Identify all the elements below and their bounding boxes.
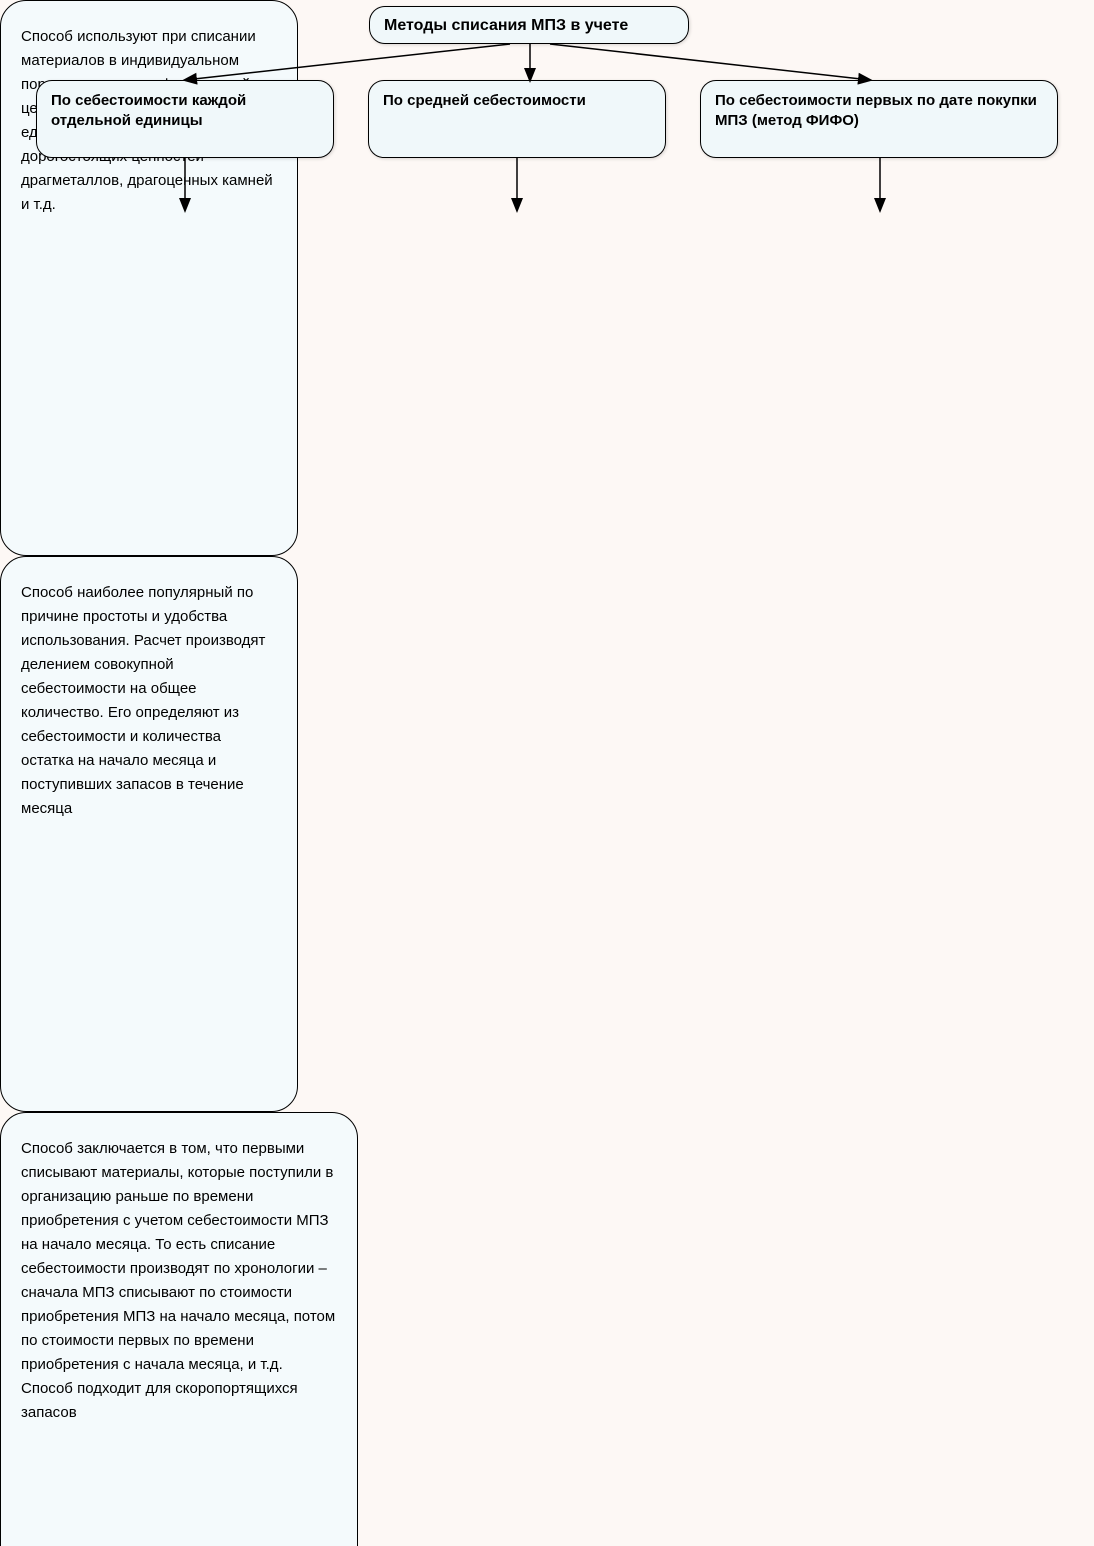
method-node-2: По себестоимости первых по дате покупки … xyxy=(700,80,1058,158)
desc-node-1: Способ наиболее популярный по причине пр… xyxy=(0,556,298,1112)
title-node: Методы списания МПЗ в учете xyxy=(369,6,689,44)
desc-node-2: Способ заключается в том, что первыми сп… xyxy=(0,1112,358,1546)
method-node-1: По средней себестоимости xyxy=(368,80,666,158)
method-node-0: По себестоимости каждой отдельной единиц… xyxy=(36,80,334,158)
